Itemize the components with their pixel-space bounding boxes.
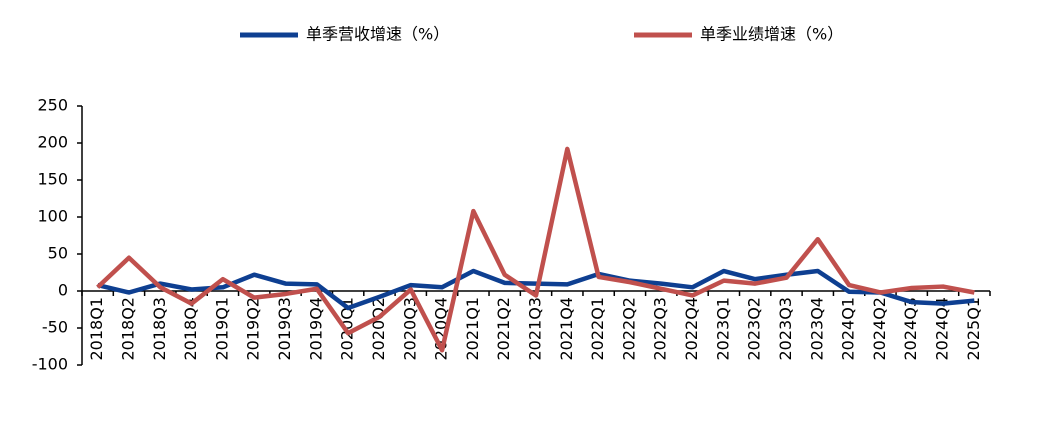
- x-tick-label: 2020Q4: [432, 297, 451, 361]
- x-tick-label: 2019Q3: [275, 297, 294, 361]
- x-tick-label: 2021Q3: [526, 297, 545, 361]
- x-tick-label: 2020Q3: [400, 297, 419, 361]
- x-tick-label: 2024Q3: [901, 297, 920, 361]
- x-tick-label: 2023Q2: [745, 297, 764, 361]
- x-tick-label: 2020Q2: [369, 297, 388, 361]
- y-tick-label: 200: [37, 133, 68, 152]
- y-tick-label: -100: [32, 355, 68, 374]
- x-tick-label: 2024Q4: [933, 297, 952, 361]
- x-tick-label: 2024Q1: [839, 297, 858, 361]
- x-tick-label: 2019Q4: [306, 297, 325, 361]
- x-tick-label: 2023Q3: [776, 297, 795, 361]
- y-tick-label: 100: [37, 207, 68, 226]
- x-tick-label: 2022Q4: [682, 297, 701, 361]
- x-tick-label: 2018Q2: [118, 297, 137, 361]
- x-tick-label: 2023Q1: [713, 297, 732, 361]
- x-tick-label: 2022Q3: [651, 297, 670, 361]
- legend-label: 单季营收增速（%）: [306, 25, 449, 44]
- y-tick-label: 250: [37, 96, 68, 115]
- y-tick-label: 0: [58, 281, 68, 300]
- x-tick-label: 2023Q4: [807, 297, 826, 361]
- x-tick-label: 2022Q1: [588, 297, 607, 361]
- y-tick-label: -50: [42, 318, 68, 337]
- series-line: [96, 146, 975, 353]
- x-tick-label: 2019Q2: [244, 297, 263, 361]
- legend-label: 单季业绩增速（%）: [700, 25, 843, 44]
- x-tick-label: 2019Q1: [212, 297, 231, 361]
- x-tick-label: 2018Q3: [150, 297, 169, 361]
- x-tick-label: 2018Q1: [87, 297, 106, 361]
- x-tick-label: 2025Q1: [964, 297, 983, 361]
- x-tick-label: 2021Q4: [557, 297, 576, 361]
- x-tick-label: 2022Q2: [619, 297, 638, 361]
- y-tick-label: 50: [48, 244, 68, 263]
- series-line: [97, 268, 975, 311]
- x-tick-label: 2021Q1: [463, 297, 482, 361]
- x-tick-label: 2024Q2: [870, 297, 889, 361]
- x-tick-label: 2018Q4: [181, 297, 200, 361]
- x-tick-label: 2021Q2: [494, 297, 513, 361]
- y-tick-label: 150: [37, 170, 68, 189]
